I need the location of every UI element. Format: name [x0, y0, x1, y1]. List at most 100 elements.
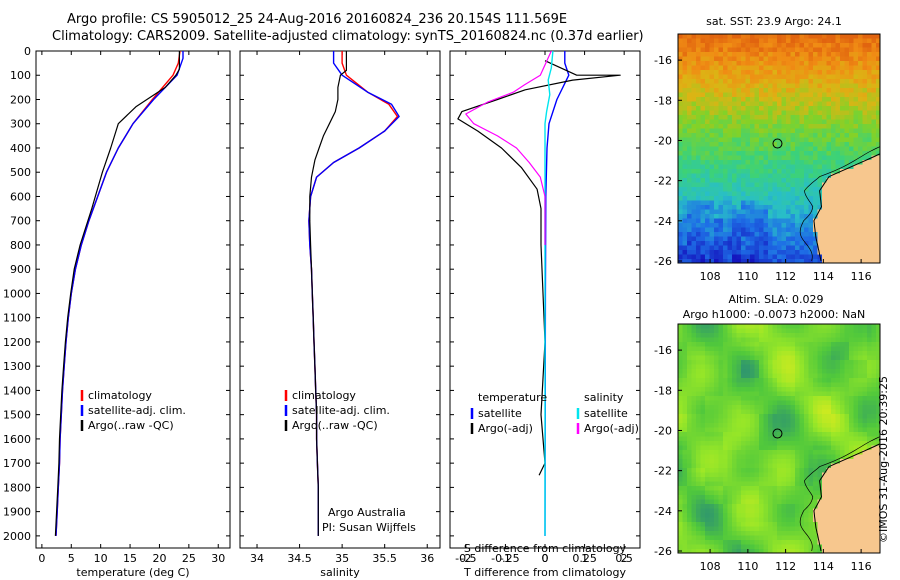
map-cell [718, 549, 724, 553]
map-cell [858, 115, 863, 120]
map-cell [835, 65, 841, 71]
map-cell [678, 164, 683, 170]
map-cell [777, 450, 782, 455]
map-cell [723, 513, 728, 518]
map-cell [808, 486, 814, 491]
map-cell [714, 468, 719, 473]
legend-label: Argo(..raw -QC) [292, 419, 378, 432]
map-cell [732, 540, 737, 545]
map-cell [849, 495, 854, 500]
map-cell [871, 119, 877, 125]
map-cell [790, 245, 796, 251]
map-cell [768, 34, 773, 39]
map-cell [714, 227, 719, 233]
map-cell [768, 214, 773, 219]
map-cell [862, 427, 868, 433]
map-cell [822, 151, 827, 156]
map-cell [795, 92, 800, 98]
map-cell [736, 486, 742, 491]
map-cell [763, 414, 769, 419]
map-cell [723, 378, 728, 383]
map-cell [772, 459, 778, 464]
map-cell [768, 254, 773, 260]
map-cell [804, 101, 809, 107]
map-cell [844, 382, 850, 388]
map-cell [682, 526, 688, 532]
map-cell [858, 373, 863, 379]
map-cell [844, 549, 850, 553]
map-cell [808, 83, 814, 89]
map-cell [732, 387, 737, 392]
map-cell [709, 34, 715, 39]
map-cell [745, 245, 751, 251]
map-cell [700, 441, 706, 446]
map-cell [750, 79, 755, 84]
map-cell [736, 463, 742, 469]
map-cell [781, 110, 787, 116]
map-cell [678, 414, 683, 419]
map-cell [682, 378, 688, 383]
map-cell [826, 209, 832, 215]
map-cell [790, 387, 796, 392]
map-cell [745, 169, 751, 174]
map-cell [678, 495, 683, 500]
map-cell [786, 423, 791, 428]
map-cell [727, 508, 733, 514]
map-cell [750, 391, 755, 397]
map-cell [826, 83, 832, 89]
map-cell [736, 333, 742, 338]
map-cell [754, 355, 760, 361]
map-cell [867, 450, 872, 455]
map-cell [705, 232, 710, 237]
map-cell [822, 61, 827, 66]
map-cell [763, 236, 769, 242]
map-cell [741, 115, 746, 120]
map-cell [750, 481, 755, 487]
map-cell [732, 169, 737, 174]
map-cell [723, 191, 728, 197]
map-cell [840, 155, 845, 161]
map-cell [714, 540, 719, 545]
map-cell [678, 405, 683, 410]
map-cell [687, 337, 692, 343]
map-cell [835, 259, 841, 263]
map-cell [718, 137, 724, 143]
map-cell [867, 396, 872, 401]
map-cell [682, 173, 688, 179]
map-cell [723, 427, 728, 433]
map-cell [777, 47, 782, 53]
map-cell [696, 549, 701, 553]
map-cell [871, 191, 877, 197]
map-cell [808, 259, 814, 263]
map-cell [763, 56, 769, 62]
map-cell [682, 182, 688, 188]
map-cell [750, 337, 755, 343]
map-cell [768, 324, 773, 329]
map-cell [754, 133, 760, 138]
map-cell [682, 369, 688, 374]
map-cell [678, 454, 683, 460]
map-cell [840, 508, 845, 514]
map-cell [772, 65, 778, 71]
map-cell [777, 504, 782, 509]
map-cell [696, 241, 701, 246]
map-cell [682, 342, 688, 347]
map-cell [790, 549, 796, 553]
map-cell [831, 360, 836, 365]
map-cell [696, 495, 701, 500]
map-cell [741, 324, 746, 329]
map-cell [804, 387, 809, 392]
map-lines [799, 146, 880, 262]
map-cell [786, 146, 791, 152]
map-cell [786, 241, 791, 246]
map-cell [844, 61, 850, 66]
map-cell [736, 342, 742, 347]
map-cell [709, 223, 715, 228]
map-cell [750, 43, 755, 48]
map-cell [781, 164, 787, 170]
map-cell [768, 155, 773, 161]
map-cell [813, 396, 818, 401]
map-cell [795, 468, 800, 473]
map-cell [871, 472, 877, 478]
map-cell [804, 454, 809, 460]
